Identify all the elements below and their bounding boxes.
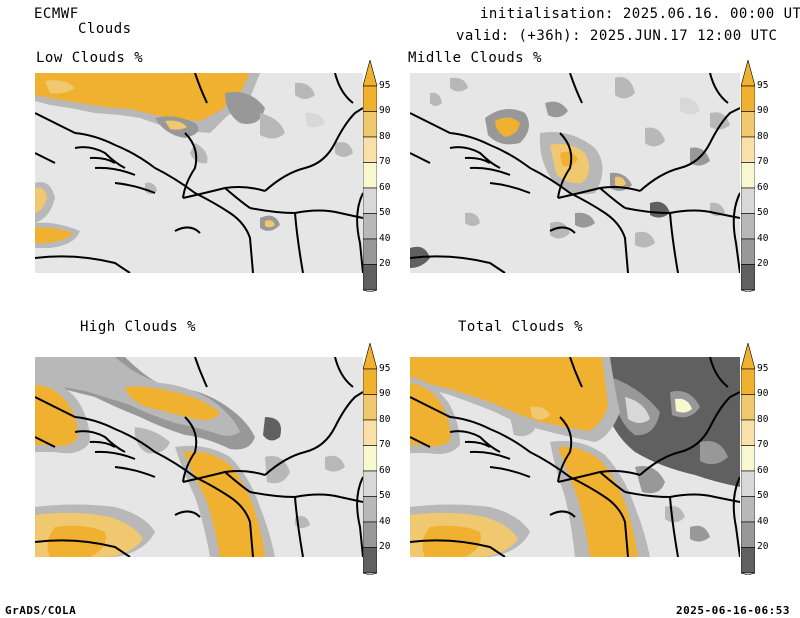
colorbar-under-triangle xyxy=(740,289,756,293)
colorbar-low-labels: 95 90 80 70 60 50 40 20 xyxy=(363,60,393,292)
panel-title-total-clouds: Total Clouds % xyxy=(458,319,584,335)
cb-label: 80 xyxy=(379,131,391,142)
cb-label: 20 xyxy=(757,258,769,269)
cb-label: 60 xyxy=(379,182,391,193)
map-middle-clouds xyxy=(410,73,740,273)
footer-software-label: GrADS/COLA xyxy=(5,604,77,617)
cb-label: 80 xyxy=(757,414,769,425)
cb-label: 20 xyxy=(757,541,769,552)
colorbar-under-triangle xyxy=(362,572,378,576)
cb-label: 70 xyxy=(757,439,769,450)
cb-label: 20 xyxy=(379,541,391,552)
colorbar-high xyxy=(362,341,378,579)
valid-time-label: valid: (+36h): 2025.JUN.17 12:00 UTC xyxy=(456,28,778,44)
colorbar-high-scale xyxy=(362,341,378,576)
map-total-clouds xyxy=(410,357,740,557)
cb-label: 90 xyxy=(757,105,769,116)
cb-label: 95 xyxy=(757,363,769,374)
cb-label: 90 xyxy=(379,105,391,116)
colorbar-low-scale xyxy=(362,58,378,293)
cb-label: 40 xyxy=(757,233,769,244)
cb-label: 80 xyxy=(379,414,391,425)
cb-label: 50 xyxy=(379,490,391,501)
colorbar-low xyxy=(362,58,378,296)
colorbar-under-triangle xyxy=(362,289,378,293)
cb-label: 50 xyxy=(757,490,769,501)
initialisation-label: initialisation: 2025.06.16. 00:00 UTC xyxy=(480,6,800,22)
cb-label: 60 xyxy=(757,465,769,476)
colorbar-middle xyxy=(740,58,756,296)
cb-label: 95 xyxy=(757,80,769,91)
cb-label: 70 xyxy=(757,156,769,167)
cb-label: 95 xyxy=(379,80,391,91)
panel-title-low-clouds: Low Clouds % xyxy=(36,50,144,66)
colorbar-total-labels: 95 90 80 70 60 50 40 20 xyxy=(741,343,771,575)
cb-label: 70 xyxy=(379,156,391,167)
footer-timestamp-label: 2025-06-16-06:53 xyxy=(676,604,790,617)
colorbar-under-triangle xyxy=(740,572,756,576)
model-label: ECMWF xyxy=(34,6,79,22)
cb-label: 20 xyxy=(379,258,391,269)
cb-label: 95 xyxy=(379,363,391,374)
cb-label: 40 xyxy=(379,233,391,244)
cb-label: 40 xyxy=(379,516,391,527)
panel-title-middle-clouds: Midlle Clouds % xyxy=(408,50,542,66)
colorbar-high-labels: 95 90 80 70 60 50 40 20 xyxy=(363,343,393,575)
cb-label: 50 xyxy=(379,207,391,218)
cb-label: 40 xyxy=(757,516,769,527)
cb-label: 90 xyxy=(757,388,769,399)
colorbar-middle-labels: 95 90 80 70 60 50 40 20 xyxy=(741,60,771,292)
cb-label: 80 xyxy=(757,131,769,142)
cb-label: 60 xyxy=(757,182,769,193)
colorbar-middle-scale xyxy=(740,58,756,293)
cb-label: 90 xyxy=(379,388,391,399)
product-label: Clouds xyxy=(78,21,132,37)
cb-label: 60 xyxy=(379,465,391,476)
map-high-clouds xyxy=(35,357,363,557)
map-low-clouds xyxy=(35,73,363,273)
cb-label: 50 xyxy=(757,207,769,218)
cb-label: 70 xyxy=(379,439,391,450)
panel-title-high-clouds: High Clouds % xyxy=(80,319,197,335)
